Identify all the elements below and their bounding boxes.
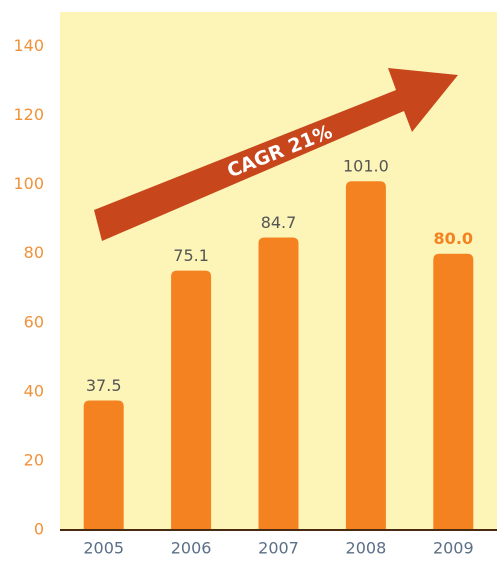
bar	[83, 400, 124, 530]
y-tick-label: 100	[13, 174, 44, 193]
x-tick-label: 2006	[171, 539, 212, 558]
y-tick-label: 60	[24, 312, 44, 331]
value-label: 84.7	[261, 213, 297, 232]
y-tick-label: 0	[34, 520, 44, 539]
bar	[171, 270, 212, 530]
x-tick-label: 2005	[83, 539, 124, 558]
x-tick-label: 2007	[258, 539, 299, 558]
cagr-arrow	[94, 68, 458, 241]
value-label: 37.5	[86, 376, 122, 395]
value-label: 75.1	[173, 246, 209, 265]
value-label: 101.0	[343, 157, 389, 176]
bar	[433, 253, 474, 530]
y-tick-label: 40	[24, 381, 44, 400]
x-tick-label: 2009	[433, 539, 474, 558]
y-tick-label: 80	[24, 243, 44, 262]
value-label: 80.0	[434, 229, 473, 248]
y-tick-label: 20	[24, 450, 44, 469]
x-tick-label: 2008	[346, 539, 387, 558]
y-tick-label: 120	[13, 105, 44, 124]
bar	[345, 181, 386, 531]
y-tick-label: 140	[13, 36, 44, 55]
bar	[258, 237, 299, 530]
